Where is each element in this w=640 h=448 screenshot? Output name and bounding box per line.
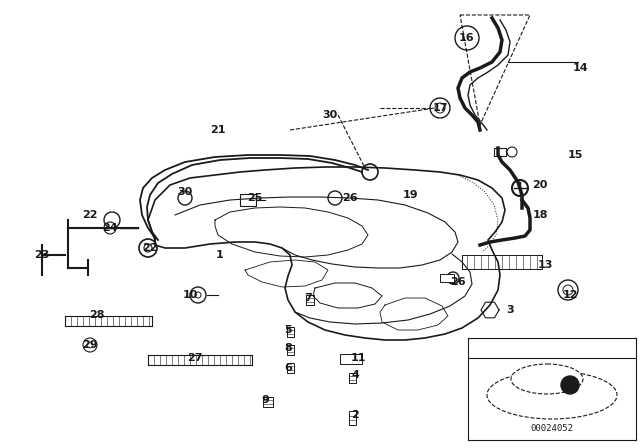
- Circle shape: [561, 376, 579, 394]
- Ellipse shape: [511, 364, 583, 394]
- Text: 22: 22: [142, 243, 157, 253]
- Text: 1: 1: [216, 250, 224, 260]
- FancyBboxPatch shape: [287, 327, 294, 337]
- Text: 18: 18: [532, 210, 548, 220]
- FancyBboxPatch shape: [306, 295, 314, 305]
- Text: 13: 13: [538, 260, 553, 270]
- Text: 9: 9: [261, 395, 269, 405]
- Text: 19: 19: [402, 190, 418, 200]
- Text: 14: 14: [572, 63, 588, 73]
- Text: 30: 30: [323, 110, 338, 120]
- Text: 15: 15: [567, 150, 582, 160]
- Text: 24: 24: [102, 223, 118, 233]
- Text: 16: 16: [459, 33, 475, 43]
- FancyBboxPatch shape: [340, 354, 362, 364]
- Text: 2: 2: [351, 410, 359, 420]
- FancyBboxPatch shape: [349, 411, 356, 425]
- Text: 3: 3: [506, 305, 514, 315]
- FancyBboxPatch shape: [349, 373, 356, 383]
- Text: 21: 21: [211, 125, 226, 135]
- FancyBboxPatch shape: [494, 148, 506, 156]
- FancyBboxPatch shape: [440, 274, 454, 282]
- FancyBboxPatch shape: [287, 345, 294, 355]
- Text: 27: 27: [188, 353, 203, 363]
- Text: 28: 28: [89, 310, 105, 320]
- Text: 8: 8: [284, 343, 292, 353]
- Text: 26: 26: [450, 277, 466, 287]
- Text: 4: 4: [351, 370, 359, 380]
- Text: 5: 5: [284, 325, 292, 335]
- Text: 12: 12: [563, 290, 578, 300]
- Text: 17: 17: [432, 103, 448, 113]
- Text: 30: 30: [177, 187, 193, 197]
- Text: 10: 10: [182, 290, 198, 300]
- Text: 7: 7: [304, 293, 312, 303]
- Text: 25: 25: [247, 193, 262, 203]
- Text: 23: 23: [35, 250, 50, 260]
- Text: 6: 6: [284, 363, 292, 373]
- Text: 29: 29: [82, 340, 98, 350]
- Text: 11: 11: [350, 353, 365, 363]
- Text: 26: 26: [342, 193, 358, 203]
- FancyBboxPatch shape: [263, 397, 273, 407]
- Ellipse shape: [487, 371, 617, 419]
- Text: 00024052: 00024052: [531, 424, 573, 433]
- FancyBboxPatch shape: [240, 194, 256, 206]
- Text: 22: 22: [83, 210, 98, 220]
- Text: 20: 20: [532, 180, 548, 190]
- FancyBboxPatch shape: [287, 363, 294, 373]
